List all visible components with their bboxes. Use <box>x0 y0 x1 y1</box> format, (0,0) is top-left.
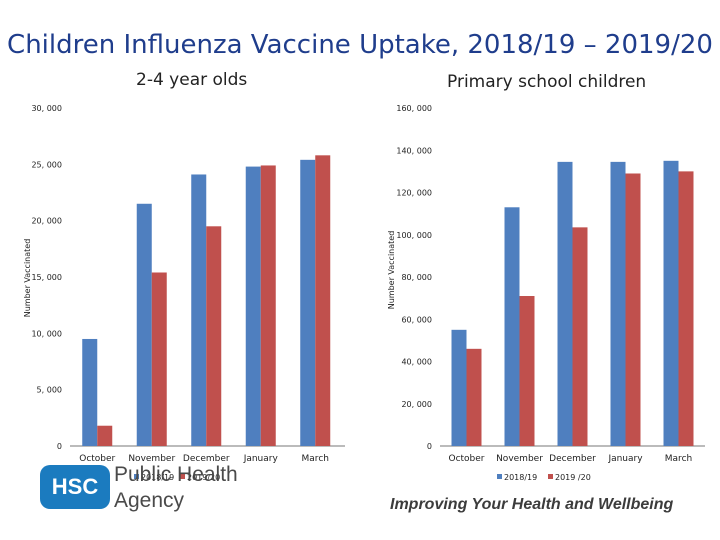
left-legend-swatch <box>180 474 185 479</box>
left-category-label: March <box>302 454 329 464</box>
right-bar-series2 <box>466 348 482 446</box>
left-bar-series1 <box>136 203 152 446</box>
right-bar-series2 <box>625 173 641 447</box>
right-ytick-label: 20, 000 <box>401 400 432 409</box>
left-bar-series2 <box>260 165 276 446</box>
right-legend-swatch <box>548 474 553 479</box>
right-y-axis-label: Number Vaccinated <box>387 231 396 310</box>
left-ytick-label: 15, 000 <box>31 273 62 282</box>
hsc-logo: HSC <box>40 465 110 509</box>
right-ytick-label: 0 <box>427 442 432 451</box>
left-bar-series1 <box>300 159 316 446</box>
right-bar-series1 <box>557 161 573 446</box>
left-bar-series2 <box>97 425 113 446</box>
right-bar-series2 <box>678 171 694 446</box>
right-bar-series2 <box>519 296 535 446</box>
hsc-logo-text: HSC <box>51 474 99 499</box>
right-bar-series2 <box>572 227 588 446</box>
right-ytick-label: 120, 000 <box>396 189 432 198</box>
right-category-label: November <box>496 454 543 464</box>
left-ytick-label: 10, 000 <box>31 329 62 338</box>
left-category-label: October <box>79 454 115 464</box>
left-bar-series1 <box>82 338 98 446</box>
right-ytick-label: 80, 000 <box>401 273 432 282</box>
chart-title-right: Primary school children <box>447 72 647 92</box>
org-name-line2: Agency <box>114 489 185 512</box>
tagline: Improving Your Health and Wellbeing <box>390 496 674 513</box>
left-ytick-label: 5, 000 <box>37 386 62 395</box>
left-category-label: November <box>128 454 175 464</box>
right-ytick-label: 40, 000 <box>401 358 432 367</box>
left-bar-series1 <box>245 166 261 446</box>
left-category-label: January <box>243 454 279 464</box>
right-category-label: October <box>448 454 484 464</box>
left-ytick-label: 30, 000 <box>31 104 62 113</box>
left-legend-label: 2018/19 <box>141 473 174 482</box>
right-ytick-label: 60, 000 <box>401 315 432 324</box>
org-name-line1: Public Health <box>114 463 238 486</box>
left-legend-swatch <box>134 474 139 479</box>
right-legend-swatch <box>497 474 502 479</box>
right-legend-label: 2018/19 <box>504 473 537 482</box>
left-y-axis-label: Number Vaccinated <box>23 239 32 318</box>
left-category-label: December <box>183 454 230 464</box>
left-bar-series2 <box>206 226 222 446</box>
right-bar-series1 <box>504 207 520 446</box>
right-ytick-label: 160, 000 <box>396 104 432 113</box>
left-bar-series2 <box>315 155 331 446</box>
right-category-label: March <box>665 454 692 464</box>
chart-title-left: 2-4 year olds <box>136 70 248 90</box>
left-bar-series1 <box>191 174 207 446</box>
left-bar-series2 <box>151 272 167 446</box>
right-bar-series1 <box>451 329 467 446</box>
left-ytick-label: 25, 000 <box>31 160 62 169</box>
org-name: Public Health Agency <box>114 462 238 514</box>
right-bar-series1 <box>663 160 679 446</box>
left-legend-label: 2019/20 <box>187 473 220 482</box>
left-ytick-label: 0 <box>57 442 62 451</box>
left-ytick-label: 20, 000 <box>31 217 62 226</box>
right-ytick-label: 140, 000 <box>396 146 432 155</box>
right-bar-series1 <box>610 161 626 446</box>
page-title: Children Influenza Vaccine Uptake, 2018/… <box>7 30 713 60</box>
right-legend-label: 2019 /20 <box>555 473 591 482</box>
right-category-label: December <box>549 454 596 464</box>
right-category-label: January <box>607 454 643 464</box>
right-ytick-label: 100, 000 <box>396 231 432 240</box>
